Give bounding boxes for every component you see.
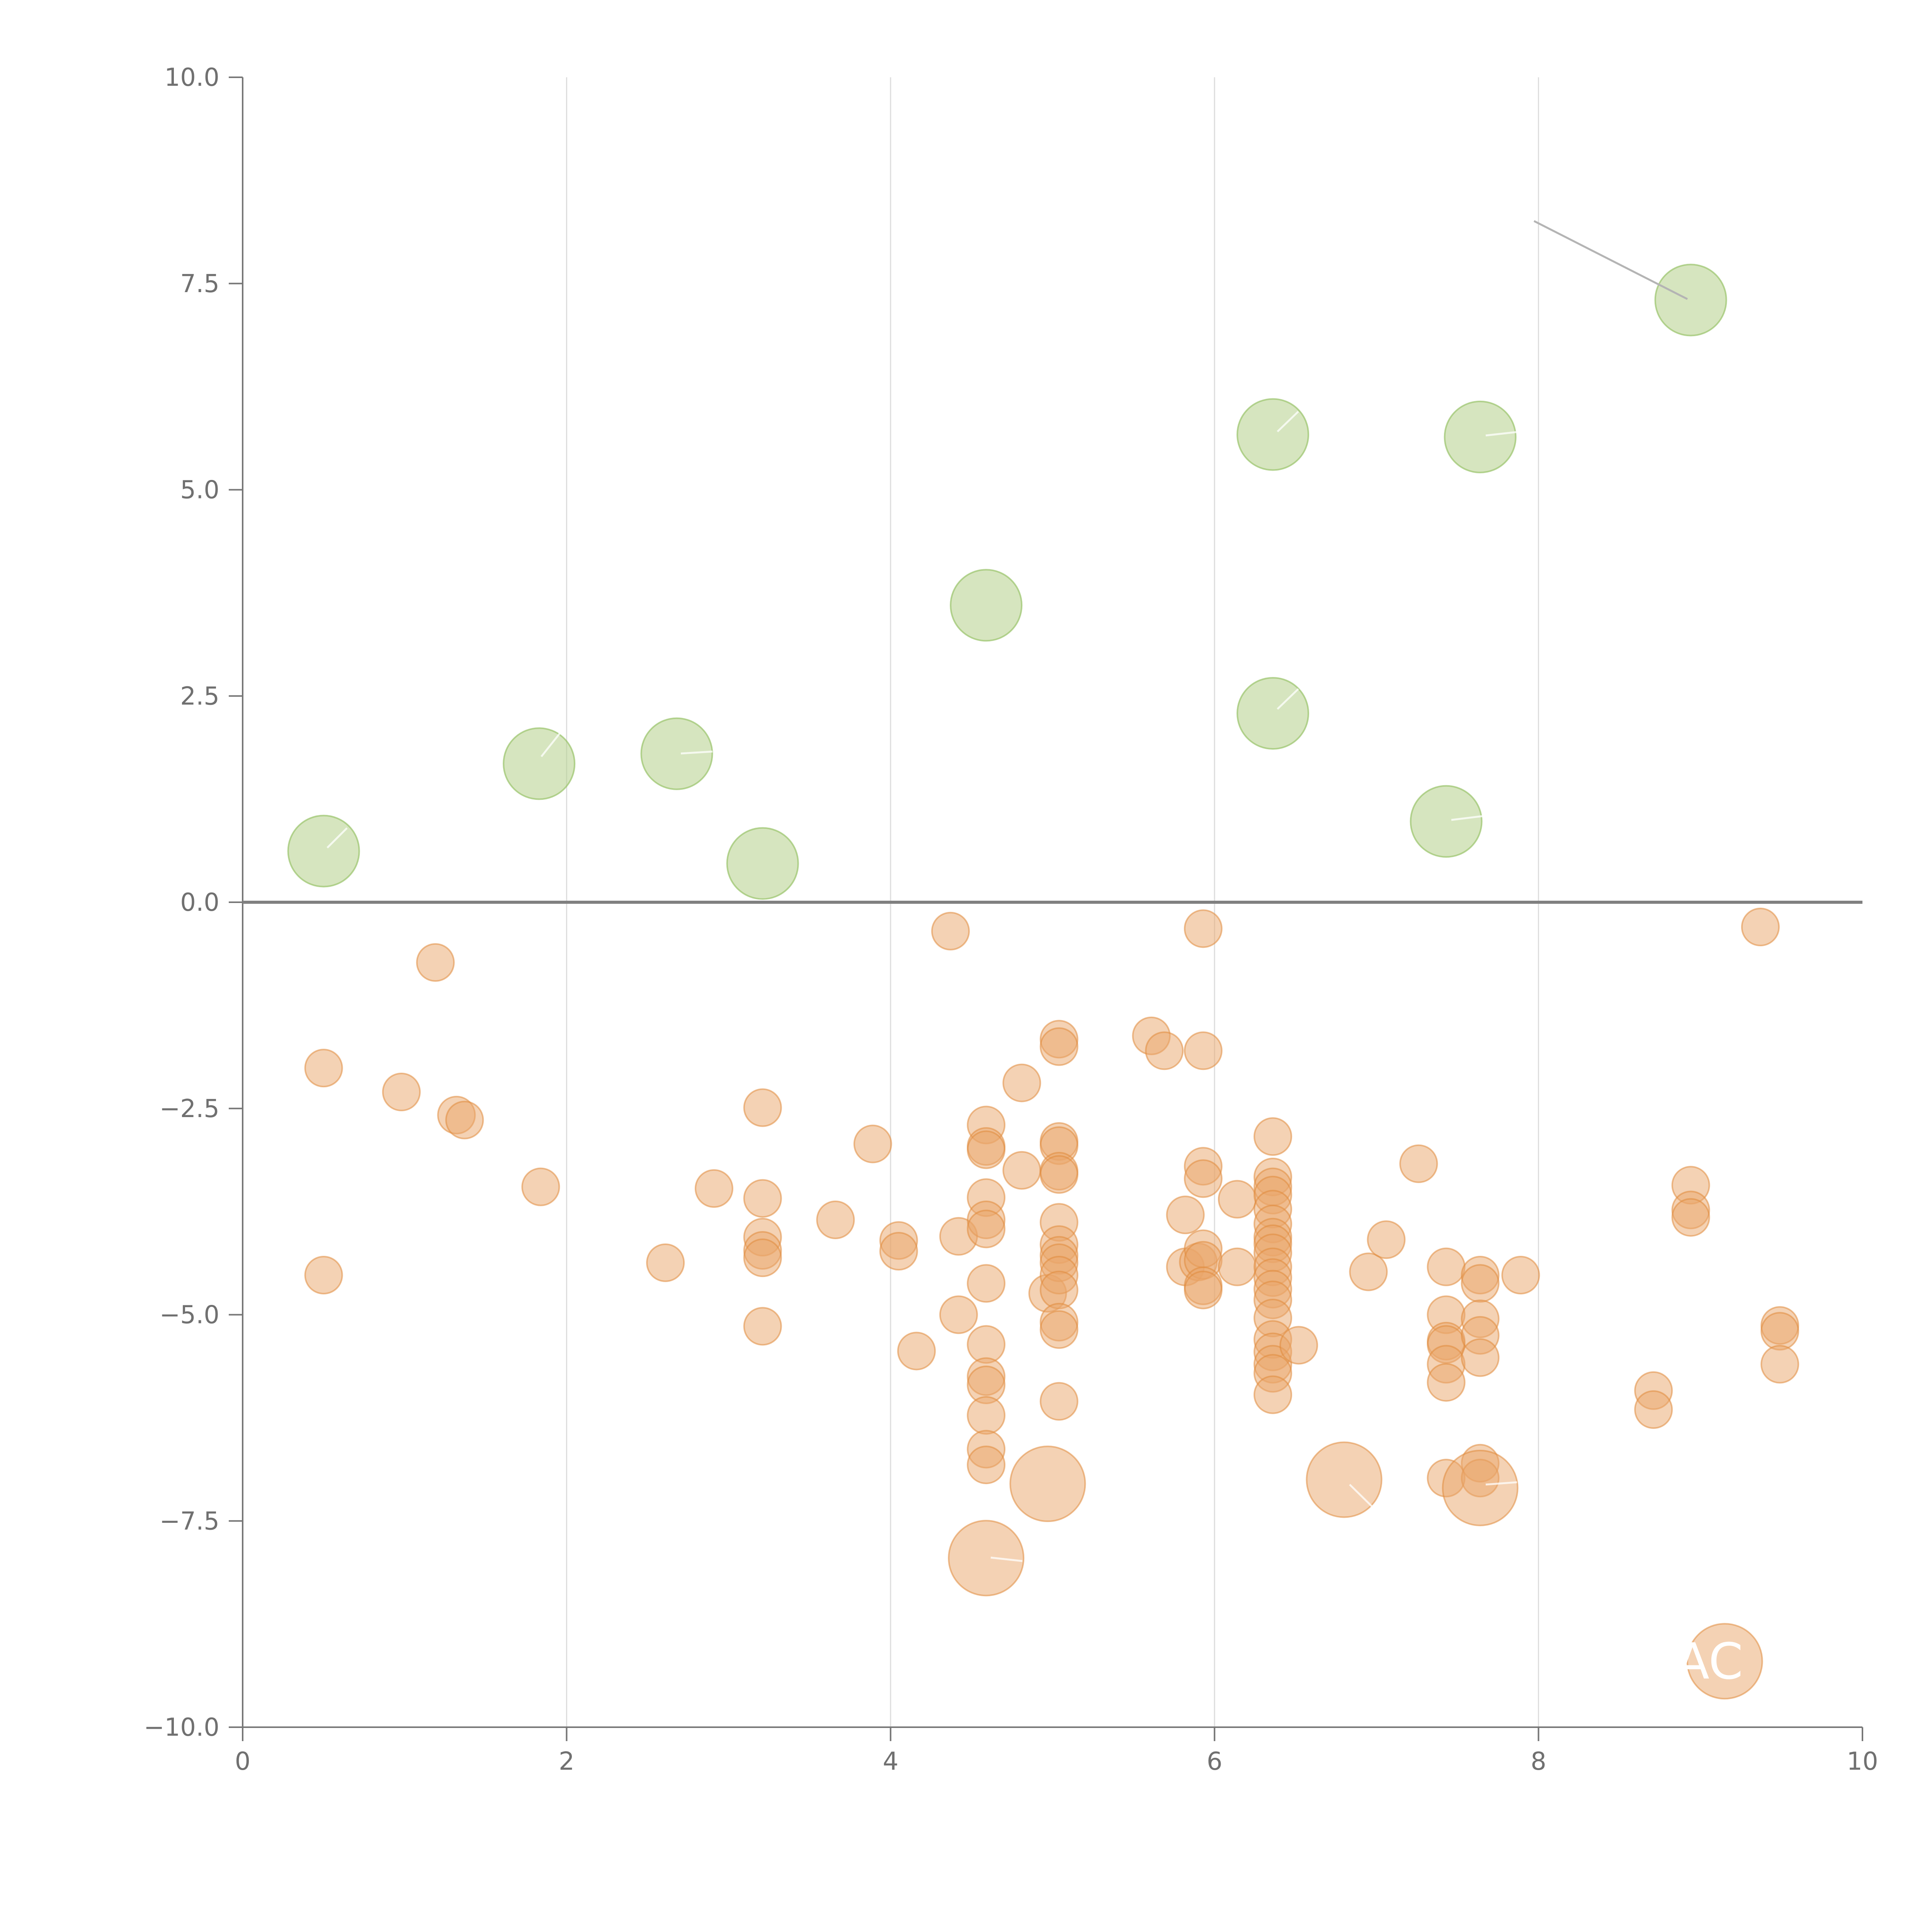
negative-bubble <box>521 1167 560 1206</box>
leader-layer <box>327 220 1688 1562</box>
positive-bubble <box>1236 398 1310 471</box>
annotation-leader-line <box>1533 220 1688 300</box>
negative-bubble <box>1184 1270 1223 1310</box>
negative-bubble <box>743 1179 782 1218</box>
positive-bubble <box>640 717 713 790</box>
y-tick-label: 0.0 <box>180 888 219 917</box>
x-tick-label: 4 <box>883 1747 898 1776</box>
negative-bubble <box>1427 1247 1466 1286</box>
x-tick-label: 2 <box>559 1747 575 1776</box>
label-leader-line <box>680 750 713 755</box>
point-annotation-label: AC <box>1675 1633 1743 1690</box>
negative-bubble <box>967 1130 1006 1169</box>
negative-bubble <box>1399 1144 1438 1183</box>
negative-bubble <box>1634 1390 1673 1429</box>
positive-bubble <box>1654 264 1727 337</box>
negative-bubble <box>1501 1256 1540 1295</box>
negative-bubble <box>1253 1375 1293 1414</box>
negative-bubble <box>416 943 455 982</box>
negative-bubble <box>897 1332 936 1371</box>
y-tick-label: −10.0 <box>144 1713 219 1742</box>
negative-bubble <box>694 1169 733 1208</box>
positive-bubble <box>950 569 1023 642</box>
positive-bubble <box>1410 785 1483 858</box>
x-tick-label: 6 <box>1207 1747 1223 1776</box>
negative-bubble <box>1279 1326 1318 1365</box>
negative-bubble <box>304 1049 343 1088</box>
negative-bubble <box>1760 1345 1799 1384</box>
negative-bubble <box>743 1088 782 1127</box>
negative-bubble <box>646 1243 685 1282</box>
label-leader-line <box>1277 688 1299 710</box>
negative-bubble <box>1039 1310 1078 1349</box>
positive-bubble <box>287 815 360 888</box>
negative-bubble <box>967 1264 1006 1303</box>
negative-bubble <box>1218 1180 1257 1219</box>
negative-bubble <box>1184 1159 1223 1198</box>
bubble-layer <box>287 264 1799 1700</box>
positive-bubble <box>726 827 799 900</box>
negative-bubble <box>1002 1151 1041 1190</box>
negative-bubble <box>939 1295 978 1334</box>
y-tick-label: 2.5 <box>180 682 219 711</box>
x-tick-label: 10 <box>1847 1747 1878 1776</box>
y-tick-label: −5.0 <box>160 1301 219 1330</box>
negative-bubble <box>304 1256 343 1295</box>
negative-bubble <box>1349 1252 1388 1291</box>
negative-bubble <box>816 1200 855 1239</box>
negative-bubble <box>879 1232 918 1271</box>
y-tick-label: 5.0 <box>180 476 219 505</box>
label-leader-line <box>1349 1484 1373 1507</box>
negative-bubble <box>1009 1446 1086 1522</box>
positive-bubble <box>1444 400 1517 473</box>
y-tick-label: −2.5 <box>160 1095 219 1123</box>
x-tick-label: 0 <box>235 1747 251 1776</box>
label-leader-line <box>1451 815 1483 821</box>
y-tick-label: 10.0 <box>165 63 220 92</box>
negative-bubble <box>1039 1027 1078 1066</box>
negative-bubble <box>967 1446 1006 1485</box>
negative-bubble <box>1039 1155 1078 1194</box>
negative-bubble <box>1253 1117 1293 1156</box>
label-leader-line <box>1485 1481 1517 1486</box>
negative-bubble <box>1184 1031 1223 1070</box>
negative-bubble <box>1461 1338 1500 1377</box>
x-tick-label: 8 <box>1531 1747 1546 1776</box>
negative-bubble <box>743 1238 782 1277</box>
negative-bubble <box>1166 1196 1205 1235</box>
negative-bubble <box>1039 1382 1078 1421</box>
label-layer: AC <box>1675 1633 1743 1690</box>
negative-bubble <box>1671 1198 1710 1237</box>
label-leader-line <box>541 730 563 757</box>
axes-layer: 0 2 4 6 8 10 10.0 7.5 5.0 2.5 0.0 −2.5 −5.0 −7.5 −10.0 <box>144 63 1878 1776</box>
negative-bubble <box>1741 908 1780 947</box>
negative-bubble <box>445 1100 484 1139</box>
negative-bubble <box>1218 1247 1257 1286</box>
negative-bubble <box>967 1396 1006 1435</box>
negative-bubble <box>1442 1449 1519 1526</box>
label-leader-line <box>327 827 348 849</box>
negative-bubble <box>853 1124 892 1163</box>
y-tick-label: −7.5 <box>160 1507 219 1536</box>
negative-bubble <box>382 1073 421 1112</box>
negative-bubble <box>1002 1063 1041 1102</box>
label-leader-line <box>990 1556 1023 1562</box>
positive-bubble <box>503 727 576 800</box>
negative-bubble <box>1686 1623 1763 1700</box>
label-leader-line <box>1277 411 1299 432</box>
negative-bubble <box>743 1307 782 1346</box>
y-tick-label: 7.5 <box>180 270 219 298</box>
negative-bubble <box>1145 1031 1184 1070</box>
negative-bubble <box>1367 1220 1406 1259</box>
negative-bubble <box>1427 1363 1466 1402</box>
negative-bubble <box>931 912 970 951</box>
negative-bubble <box>1760 1312 1799 1351</box>
negative-bubble <box>1461 1264 1500 1303</box>
label-leader-line <box>1485 431 1517 437</box>
negative-bubble <box>967 1209 1006 1248</box>
negative-bubble <box>1184 909 1223 948</box>
negative-bubble <box>948 1520 1025 1597</box>
